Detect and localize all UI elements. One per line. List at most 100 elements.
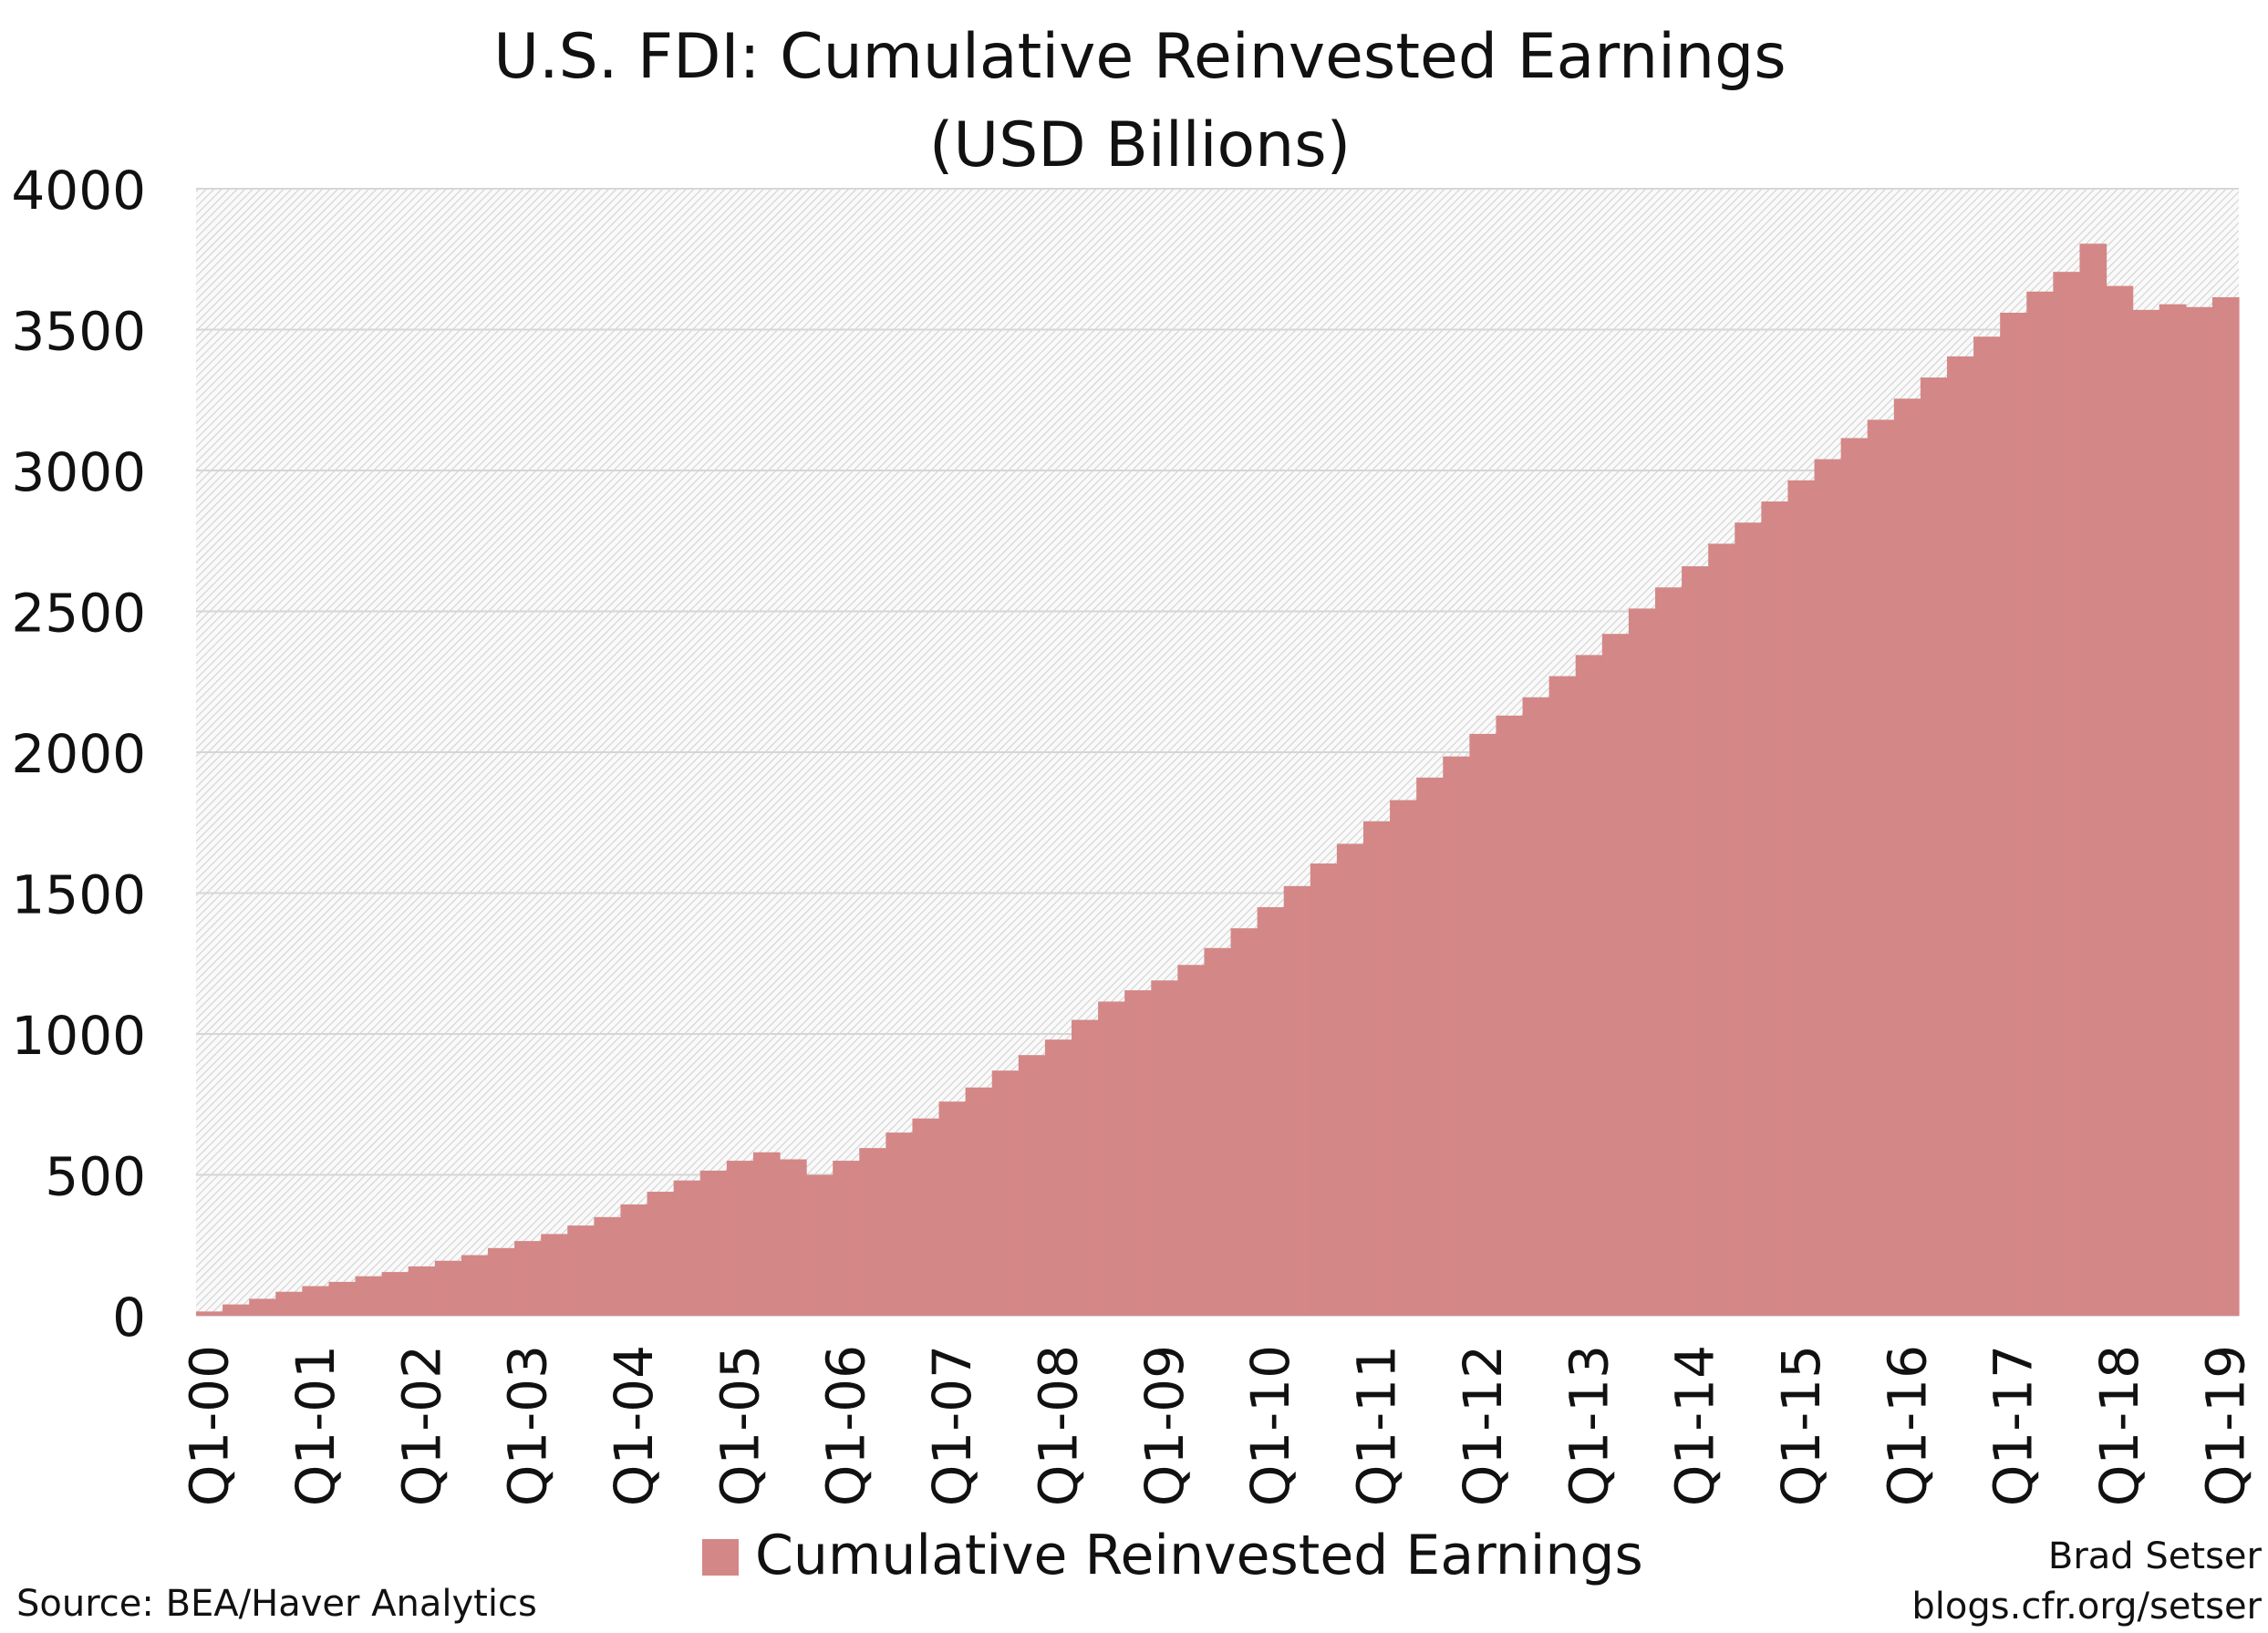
area-step [752, 1152, 781, 1316]
area-step [594, 1216, 622, 1316]
area-step [249, 1298, 276, 1316]
x-tick-label: Q1-18 [2088, 1345, 2150, 1506]
area-step [2159, 304, 2187, 1317]
x-tick-label: Q1-13 [1558, 1345, 1620, 1506]
area-step [1840, 438, 1869, 1317]
x-tick-label: Q1-06 [815, 1345, 877, 1506]
x-tick-label: Q1-07 [921, 1345, 983, 1506]
y-tick-label: 1500 [11, 864, 146, 926]
area-step [1761, 501, 1789, 1316]
area-step [1601, 634, 1630, 1316]
area-step [1708, 543, 1735, 1316]
y-tick-label: 3000 [11, 441, 146, 503]
y-tick-label: 1000 [11, 1005, 146, 1067]
y-tick-label: 3500 [11, 301, 146, 363]
area-step [328, 1281, 357, 1316]
area-step [2132, 309, 2160, 1316]
y-axis: 0 500 1000 1500 2000 2500 3000 3500 4000 [11, 160, 146, 1349]
x-tick-label: Q1-00 [179, 1345, 241, 1506]
x-tick-label: Q1-01 [285, 1345, 347, 1506]
area-step [1124, 990, 1152, 1316]
area-step [1204, 947, 1232, 1316]
chart-title: U.S. FDI: Cumulative Reinvested Earnings [493, 21, 1786, 93]
area-step [2026, 291, 2054, 1316]
area-step [1973, 336, 2001, 1317]
x-tick-label: Q1-11 [1346, 1345, 1408, 1506]
area-step [434, 1260, 462, 1316]
area-step [461, 1255, 489, 1316]
area-step [275, 1291, 303, 1316]
y-tick-label: 500 [45, 1146, 146, 1208]
area-step [1257, 906, 1285, 1316]
x-tick-label: Q1-19 [2194, 1345, 2256, 1506]
area-step [1283, 885, 1311, 1316]
area-step [806, 1174, 834, 1316]
y-tick-label: 0 [112, 1287, 146, 1349]
x-tick-label: Q1-15 [1770, 1345, 1832, 1506]
area-step [1893, 398, 1921, 1317]
area-step [2106, 285, 2134, 1317]
area-step [726, 1161, 754, 1316]
area-step [885, 1132, 914, 1316]
area-step [355, 1276, 383, 1316]
area-step [488, 1247, 515, 1316]
area-step [938, 1101, 967, 1316]
area-step [647, 1192, 675, 1316]
y-tick-label: 2500 [11, 583, 146, 645]
x-tick-label: Q1-09 [1134, 1345, 1196, 1506]
y-tick-label: 2000 [11, 723, 146, 785]
area-step [1682, 566, 1709, 1316]
x-tick-label: Q1-08 [1027, 1345, 1089, 1506]
chart-subtitle: (USD Billions) [929, 109, 1351, 181]
area-step [1628, 608, 1656, 1316]
area-step [1548, 676, 1577, 1316]
x-tick-label: Q1-05 [709, 1345, 771, 1506]
area-step [1522, 697, 1550, 1316]
area-step [1496, 715, 1524, 1316]
author-credit: Brad Setser [2048, 1535, 2263, 1577]
area-step [1735, 522, 1762, 1316]
x-tick-label: Q1-04 [603, 1345, 665, 1506]
area-step [2053, 272, 2081, 1316]
area-step [1151, 980, 1178, 1316]
area-step [912, 1118, 940, 1316]
legend-label: Cumulative Reinvested Earnings [755, 1524, 1643, 1587]
area-series [196, 243, 2240, 1317]
website-credit: blogs.cfr.org/setser [1911, 1586, 2262, 1628]
area-step [1655, 587, 1683, 1316]
area-step [1920, 377, 1948, 1316]
x-tick-label: Q1-16 [1876, 1345, 1938, 1506]
area-step [567, 1225, 595, 1316]
area-step [1363, 821, 1391, 1316]
area-step [514, 1241, 542, 1316]
area-step [833, 1161, 860, 1316]
y-tick-label: 4000 [11, 160, 146, 222]
area-step [1867, 419, 1895, 1316]
area-step [1336, 843, 1364, 1316]
area-step [1177, 965, 1206, 1316]
area-step [2185, 306, 2213, 1316]
legend: Cumulative Reinvested Earnings [702, 1524, 1643, 1587]
area-step [302, 1286, 330, 1316]
area-step [1814, 459, 1842, 1316]
area-step [1044, 1039, 1072, 1316]
area-step [196, 1311, 223, 1316]
area-step [1072, 1019, 1099, 1316]
area-step [408, 1266, 436, 1316]
x-tick-label: Q1-12 [1452, 1345, 1514, 1506]
x-tick-label: Q1-14 [1664, 1345, 1726, 1506]
area-step [1469, 733, 1497, 1316]
area-step [780, 1159, 807, 1316]
area-step [1575, 655, 1603, 1316]
area-step [965, 1087, 993, 1316]
source-note: Source: BEA/Haver Analytics [16, 1583, 537, 1625]
area-step [1416, 777, 1444, 1316]
area-step [2079, 243, 2107, 1316]
x-tick-label: Q1-17 [1983, 1345, 2045, 1506]
area-step [991, 1070, 1020, 1316]
area-step [1443, 756, 1470, 1316]
area-step [2000, 312, 2027, 1317]
x-tick-label: Q1-10 [1239, 1345, 1301, 1506]
area-step [673, 1180, 701, 1316]
